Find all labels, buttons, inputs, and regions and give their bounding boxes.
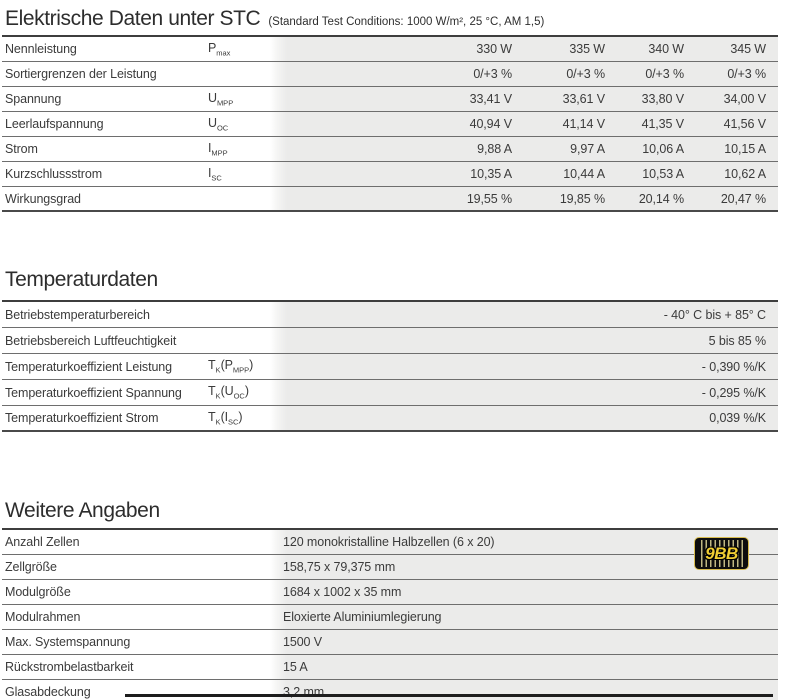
spec-value: 19,85 % <box>559 191 605 206</box>
spec-symbol: ISC <box>208 165 222 183</box>
table-row: Rückstrombelastbarkeit 15 A <box>2 655 778 680</box>
spec-value: 9,88 A <box>477 142 512 156</box>
table-row: Betriebsbereich Luftfeuchtigkeit 5 bis 8… <box>2 328 778 354</box>
spec-value: 345 W <box>730 42 766 56</box>
spec-value: 0/+3 % <box>727 67 766 81</box>
table-row: Nennleistung Pmax 330 W 335 W 340 W 345 … <box>2 37 778 62</box>
spec-symbol: Pmax <box>208 40 231 58</box>
spec-value: 120 monokristalline Halbzellen (6 x 20) <box>283 535 495 549</box>
spec-value: 41,14 V <box>562 117 605 131</box>
spec-value: 330 W <box>476 42 512 56</box>
spec-label: Modulrahmen <box>5 610 81 624</box>
spec-value: Eloxierte Aluminiumlegierung <box>283 610 442 624</box>
table-row: Leerlaufspannung UOC 40,94 V 41,14 V 41,… <box>2 112 778 137</box>
page-bottom-rule <box>125 694 773 697</box>
spec-value: 10,53 A <box>642 167 684 181</box>
spec-label: Strom <box>5 142 38 156</box>
spec-value: 10,06 A <box>642 142 684 156</box>
spec-value: 10,35 A <box>470 167 512 181</box>
table-row: Sortiergrenzen der Leistung 0/+3 % 0/+3 … <box>2 62 778 87</box>
spec-label: Sortiergrenzen der Leistung <box>5 67 157 81</box>
spec-value: 20,47 % <box>720 191 766 206</box>
electrical-data-table: Nennleistung Pmax 330 W 335 W 340 W 345 … <box>2 35 778 212</box>
spec-value: 15 A <box>283 660 308 674</box>
spec-symbol: TK(ISC) <box>208 409 243 427</box>
spec-value: - 0,390 %/K <box>701 359 766 374</box>
spec-value: 10,15 A <box>724 142 766 156</box>
spec-label: Betriebsbereich Luftfeuchtigkeit <box>5 333 177 348</box>
spec-value: 33,61 V <box>562 92 605 106</box>
section-electrical-header: Elektrische Daten unter STC (Standard Te… <box>5 7 544 31</box>
section-title-electrical: Elektrische Daten unter STC <box>5 7 261 30</box>
spec-value: - 0,295 %/K <box>701 385 766 400</box>
spec-label: Modulgröße <box>5 585 71 599</box>
spec-label: Nennleistung <box>5 42 77 56</box>
spec-value: 1684 x 1002 x 35 mm <box>283 585 402 599</box>
section-subtitle-stc: (Standard Test Conditions: 1000 W/m², 25… <box>268 16 545 28</box>
spec-symbol: UOC <box>208 115 229 133</box>
section-title-other: Weitere Angaben <box>5 499 160 522</box>
busbar-9bb-badge-icon: 9BB <box>694 537 749 570</box>
table-row: Spannung UMPP 33,41 V 33,61 V 33,80 V 34… <box>2 87 778 112</box>
spec-value: 335 W <box>569 42 605 56</box>
section-title-temperature: Temperaturdaten <box>5 268 158 291</box>
spec-value: 9,97 A <box>570 142 605 156</box>
spec-symbol: TK(UOC) <box>208 384 249 401</box>
spec-label: Temperaturkoeffizient Leistung <box>5 359 173 374</box>
spec-value: 41,35 V <box>641 117 684 131</box>
spec-value: 34,00 V <box>723 92 767 106</box>
spec-value: 0/+3 % <box>645 67 684 81</box>
spec-value: 40,94 V <box>469 117 512 131</box>
table-row: Temperaturkoeffizient Strom TK(ISC) 0,03… <box>2 406 778 432</box>
spec-label: Glasabdeckung <box>5 684 91 699</box>
other-data-table: Anzahl Zellen 120 monokristalline Halbze… <box>2 528 778 700</box>
spec-label: Leerlaufspannung <box>5 117 104 131</box>
spec-value: 0/+3 % <box>473 67 512 81</box>
spec-label: Kurzschlussstrom <box>5 167 103 181</box>
table-row: Glasabdeckung 3,2 mm <box>2 680 778 700</box>
table-row: Anzahl Zellen 120 monokristalline Halbze… <box>2 530 778 555</box>
table-row: Wirkungsgrad 19,55 % 19,85 % 20,14 % 20,… <box>2 187 778 212</box>
section-other-header: Weitere Angaben <box>5 499 160 523</box>
table-row: Strom IMPP 9,88 A 9,97 A 10,06 A 10,15 A <box>2 137 778 162</box>
spec-value: 20,14 % <box>638 191 684 206</box>
spec-label: Temperaturkoeffizient Spannung <box>5 385 182 400</box>
spec-symbol: TK(PMPP) <box>208 358 254 375</box>
table-row: Betriebstemperaturbereich - 40° C bis + … <box>2 302 778 328</box>
spec-value: 19,55 % <box>466 191 512 206</box>
spec-value: 10,44 A <box>563 167 605 181</box>
spec-label: Wirkungsgrad <box>5 191 81 206</box>
section-temperature-header: Temperaturdaten <box>5 268 158 292</box>
spec-value: 10,62 A <box>724 167 766 181</box>
spec-value: - 40° C bis + 85° C <box>663 307 766 322</box>
spec-label: Betriebstemperaturbereich <box>5 307 150 322</box>
spec-symbol: UMPP <box>208 90 234 108</box>
spec-value: 41,56 V <box>723 117 767 131</box>
spec-label: Rückstrombelastbarkeit <box>5 660 134 674</box>
temperature-data-table: Betriebstemperaturbereich - 40° C bis + … <box>2 300 778 432</box>
table-row: Modulrahmen Eloxierte Aluminiumlegierung <box>2 605 778 630</box>
spec-label: Anzahl Zellen <box>5 535 80 549</box>
spec-value: 5 bis 85 % <box>708 333 766 348</box>
spec-value: 158,75 x 79,375 mm <box>283 560 396 574</box>
spec-value: 340 W <box>648 42 684 56</box>
table-row: Zellgröße 158,75 x 79,375 mm <box>2 555 778 580</box>
spec-value: 1500 V <box>283 635 323 649</box>
spec-value: 0,039 %/K <box>709 411 766 425</box>
spec-label: Zellgröße <box>5 560 57 574</box>
spec-value: 33,80 V <box>641 92 684 106</box>
spec-value: 33,41 V <box>469 92 512 106</box>
spec-symbol: IMPP <box>208 140 228 158</box>
spec-label: Spannung <box>5 92 62 106</box>
table-row: Temperaturkoeffizient Leistung TK(PMPP) … <box>2 354 778 380</box>
spec-value: 0/+3 % <box>566 67 605 81</box>
busbar-9bb-badge-label: 9BB <box>705 543 738 563</box>
table-row: Modulgröße 1684 x 1002 x 35 mm <box>2 580 778 605</box>
spec-label: Max. Systemspannung <box>5 635 131 649</box>
table-row: Temperaturkoeffizient Spannung TK(UOC) -… <box>2 380 778 406</box>
table-row: Max. Systemspannung 1500 V <box>2 630 778 655</box>
spec-label: Temperaturkoeffizient Strom <box>5 411 159 425</box>
table-row: Kurzschlussstrom ISC 10,35 A 10,44 A 10,… <box>2 162 778 187</box>
